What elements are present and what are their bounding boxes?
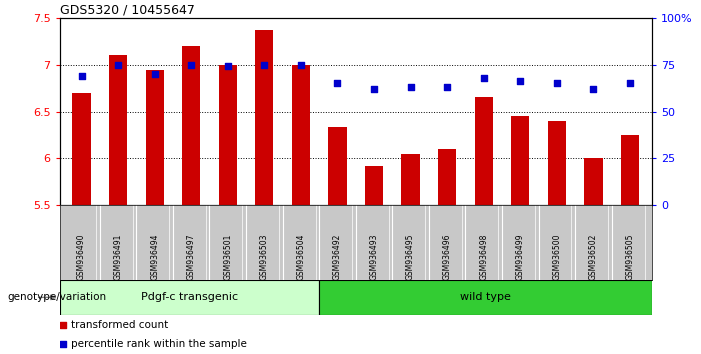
Point [369,86,380,92]
Bar [182,46,200,205]
Point [588,86,599,92]
Bar [328,127,346,205]
Text: Pdgf-c transgenic: Pdgf-c transgenic [141,292,238,302]
Point [229,66,240,72]
Bar [547,121,566,205]
Text: transformed count: transformed count [72,320,169,330]
Point [478,75,489,81]
Point [259,62,270,67]
Bar [292,65,310,205]
Text: percentile rank within the sample: percentile rank within the sample [72,339,247,349]
Point [222,64,233,69]
Point [229,243,240,249]
Bar [60,280,319,315]
Text: genotype/variation: genotype/variation [7,292,106,302]
Bar [365,166,383,205]
Point [442,84,453,90]
Bar [255,30,273,205]
Point [76,73,87,79]
Bar [438,149,456,205]
Bar [402,154,420,205]
Point [551,81,562,86]
Point [149,71,161,77]
Point [515,79,526,84]
Point [295,62,306,67]
Bar [585,159,603,205]
Point [625,81,636,86]
Point [332,81,343,86]
Point [405,84,416,90]
Point [112,62,123,67]
Bar [621,135,639,205]
Bar [319,280,652,315]
Bar [219,65,237,205]
Bar [475,97,493,205]
Bar [72,93,90,205]
Bar [146,70,164,205]
Text: wild type: wild type [460,292,511,302]
Text: GDS5320 / 10455647: GDS5320 / 10455647 [60,4,194,17]
Bar [511,116,529,205]
Point [186,62,197,67]
Bar [109,55,127,205]
